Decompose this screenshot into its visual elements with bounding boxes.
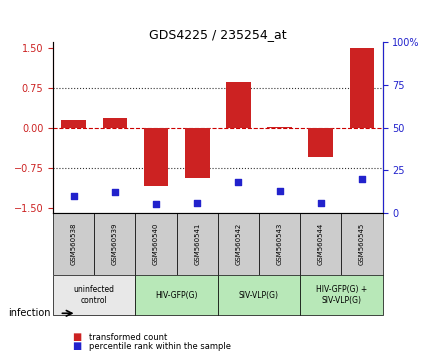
Title: GDS4225 / 235254_at: GDS4225 / 235254_at	[149, 28, 286, 41]
Text: transformed count: transformed count	[89, 332, 167, 342]
Point	[194, 200, 201, 205]
Bar	[267, 127, 292, 128]
Text: SIV-VLP(G): SIV-VLP(G)	[239, 291, 279, 300]
Text: GSM560544: GSM560544	[318, 223, 324, 265]
Point	[111, 190, 118, 195]
FancyBboxPatch shape	[218, 213, 259, 275]
Text: GSM560542: GSM560542	[235, 223, 241, 265]
Text: infection: infection	[8, 308, 51, 318]
Text: percentile rank within the sample: percentile rank within the sample	[89, 342, 231, 351]
Text: uninfected
control: uninfected control	[74, 285, 115, 305]
Bar	[309, 128, 333, 157]
FancyBboxPatch shape	[53, 275, 136, 315]
Bar	[61, 120, 86, 128]
FancyBboxPatch shape	[300, 213, 341, 275]
Point	[359, 176, 366, 182]
Bar	[349, 48, 374, 128]
FancyBboxPatch shape	[177, 213, 218, 275]
Point	[70, 193, 77, 199]
Bar	[144, 128, 168, 186]
Text: GSM560539: GSM560539	[112, 223, 118, 266]
Text: ■: ■	[72, 341, 82, 351]
FancyBboxPatch shape	[136, 275, 218, 315]
Text: GSM560538: GSM560538	[71, 223, 76, 266]
FancyBboxPatch shape	[136, 213, 177, 275]
Point	[276, 188, 283, 194]
FancyBboxPatch shape	[341, 213, 382, 275]
Point	[317, 200, 324, 205]
Text: HIV-GFP(G) +
SIV-VLP(G): HIV-GFP(G) + SIV-VLP(G)	[316, 285, 367, 305]
FancyBboxPatch shape	[259, 213, 300, 275]
FancyBboxPatch shape	[94, 213, 136, 275]
Text: GSM560541: GSM560541	[194, 223, 200, 265]
Point	[235, 179, 242, 185]
Text: HIV-GFP(G): HIV-GFP(G)	[156, 291, 198, 300]
Bar	[185, 128, 210, 178]
FancyBboxPatch shape	[300, 275, 383, 315]
FancyBboxPatch shape	[53, 213, 94, 275]
Bar	[226, 82, 251, 128]
Point	[153, 201, 159, 207]
Text: GSM560545: GSM560545	[359, 223, 365, 265]
FancyBboxPatch shape	[218, 275, 300, 315]
Text: GSM560543: GSM560543	[277, 223, 283, 265]
Text: GSM560540: GSM560540	[153, 223, 159, 265]
Bar	[102, 118, 127, 128]
Text: ■: ■	[72, 332, 82, 342]
